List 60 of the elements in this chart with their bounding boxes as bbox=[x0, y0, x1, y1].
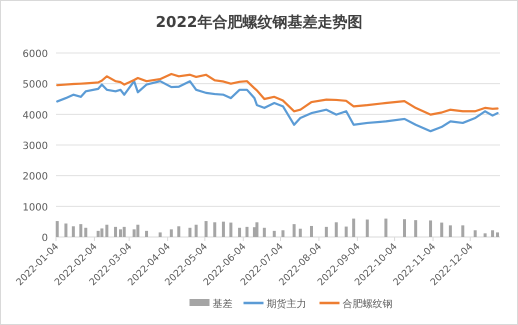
y-tick-label: 4000 bbox=[22, 110, 48, 122]
bar bbox=[298, 228, 302, 237]
bar bbox=[366, 220, 369, 237]
line-series bbox=[56, 72, 499, 116]
bar bbox=[403, 219, 406, 237]
bar bbox=[96, 230, 100, 237]
bar bbox=[474, 230, 477, 237]
bar bbox=[213, 222, 216, 237]
y-tick-label: 0 bbox=[42, 233, 48, 244]
bar bbox=[281, 230, 284, 237]
bar bbox=[334, 222, 338, 237]
bar bbox=[448, 225, 452, 237]
bar bbox=[100, 228, 104, 237]
bar bbox=[324, 226, 328, 237]
y-tick-label: 1000 bbox=[22, 202, 48, 214]
bar bbox=[310, 226, 313, 237]
bar bbox=[440, 222, 444, 237]
bar bbox=[414, 220, 418, 237]
bar bbox=[170, 229, 173, 237]
chart-title: 2022年合肥螺纹钢基差走势图 bbox=[156, 13, 362, 31]
bar bbox=[177, 226, 180, 237]
bar bbox=[352, 218, 356, 237]
bar bbox=[255, 222, 258, 237]
bar bbox=[461, 225, 464, 237]
bar bbox=[344, 226, 348, 237]
bar bbox=[145, 230, 148, 237]
bar bbox=[118, 229, 122, 237]
legend-label: 合肥螺纹钢 bbox=[342, 298, 392, 310]
bar bbox=[229, 222, 232, 237]
y-tick-label: 2000 bbox=[22, 172, 48, 183]
bar bbox=[188, 228, 192, 237]
y-tick-label: 6000 bbox=[22, 49, 48, 60]
bar bbox=[64, 224, 68, 237]
bar bbox=[114, 226, 118, 237]
bar bbox=[72, 226, 75, 237]
bar bbox=[56, 221, 59, 237]
bar bbox=[245, 226, 248, 237]
line-series bbox=[56, 80, 499, 132]
bar bbox=[238, 228, 242, 237]
bar bbox=[136, 224, 140, 237]
bar bbox=[122, 226, 126, 237]
bar bbox=[484, 233, 487, 237]
bar bbox=[222, 222, 225, 237]
y-tick-label: 5000 bbox=[22, 80, 48, 91]
bar bbox=[491, 230, 494, 237]
legend-label: 期货主力 bbox=[266, 298, 306, 310]
bar bbox=[158, 232, 162, 237]
bar bbox=[292, 224, 296, 237]
bar bbox=[105, 224, 108, 237]
bar bbox=[79, 224, 82, 237]
bar bbox=[262, 228, 266, 237]
bar bbox=[272, 230, 276, 237]
legend-label: 基差 bbox=[212, 298, 232, 310]
bar bbox=[84, 228, 88, 237]
bar bbox=[204, 221, 208, 237]
bar bbox=[194, 224, 198, 237]
y-tick-label: 3000 bbox=[22, 141, 48, 152]
bar bbox=[384, 218, 388, 237]
bar bbox=[496, 232, 500, 237]
bar bbox=[429, 220, 432, 237]
